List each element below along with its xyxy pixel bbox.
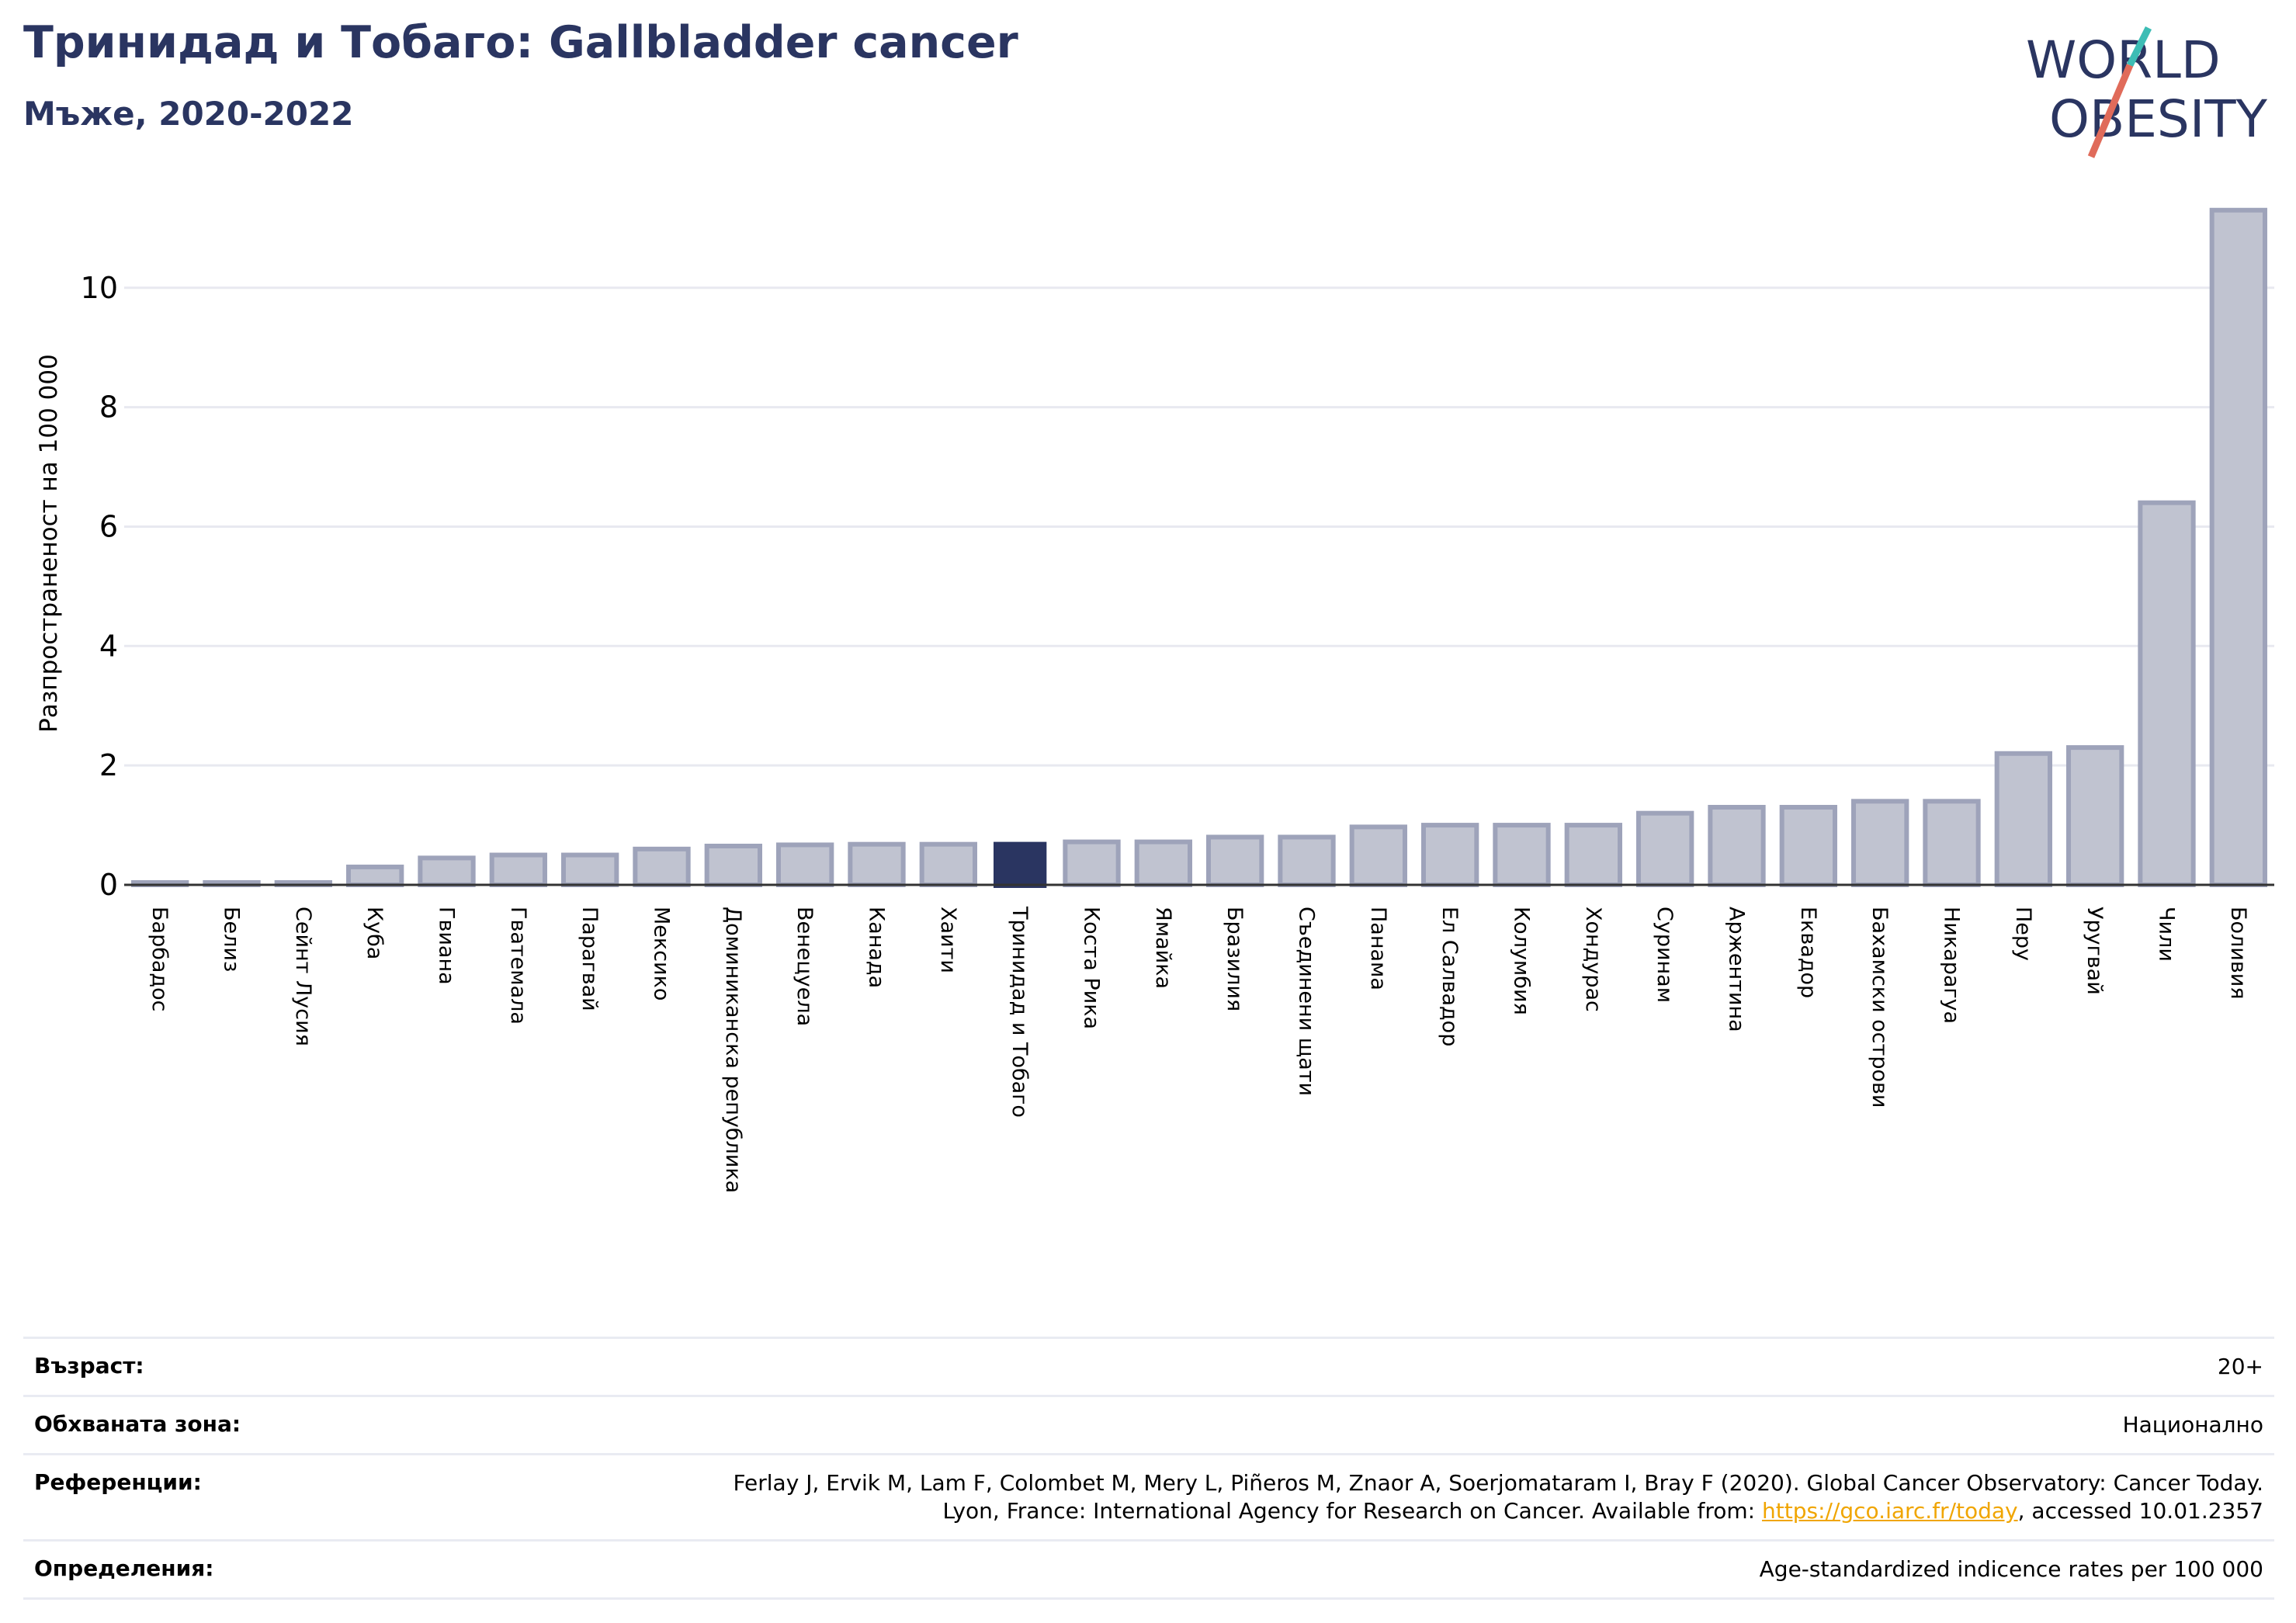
y-tick-label: 2 [99,748,118,782]
references-label: Референции: [34,1469,202,1495]
x-tick-label: Никарагуа [1940,907,1964,1024]
x-tick-label: Тринидад и Тобаго [1008,906,1032,1118]
bar [1278,834,1336,888]
x-tick-label: Аржентина [1725,907,1749,1032]
references-row: Референции: Ferlay J, Ervik M, Lam F, Co… [23,1453,2274,1539]
bar [1994,751,2052,887]
bar [1923,799,1981,888]
references-link[interactable]: https://gco.iarc.fr/today [1762,1498,2018,1524]
x-tick-label: Панама [1366,907,1390,990]
bar [561,852,619,887]
chart-title: Тринидад и Тобаго: Gallbladder cancer [23,17,1018,68]
bar [1421,823,1479,887]
bar [633,846,691,888]
x-tick-label: Гвиана [435,907,459,985]
coverage-row: Обхваната зона: Национално [23,1395,2274,1453]
x-tick-label: Уругвай [2083,907,2107,995]
y-axis-title: Разпространеност на 100 000 [35,354,63,733]
info-table: Възраст: 20+ Обхваната зона: Национално … [23,1337,2274,1600]
y-tick-label: 8 [99,390,118,425]
bar [489,852,547,887]
references-line1: Ferlay J, Ervik M, Lam F, Colombet M, Me… [733,1470,2263,1496]
bar-chart: 0 2 4 6 8 10 Разпространеност на 100 000 Барбад… [35,207,2274,1193]
bar [704,844,762,887]
logo-slash-bottom [2087,64,2134,158]
x-tick-label: Куба [362,907,387,959]
x-tick-label: Бахамски острови [1868,907,1892,1108]
x-tick-label: Ел Салвадор [1438,907,1462,1046]
bar [2209,207,2267,887]
x-tick-label: Венецуела [793,907,817,1026]
definitions-value: Age-standardized indicence rates per 100… [1759,1556,2263,1582]
bar [994,841,1047,888]
world-obesity-logo: WORLD OBESITY [2026,26,2268,158]
coverage-label: Обхваната зона: [34,1411,241,1437]
references-line2-prefix: Lyon, France: International Agency for R… [942,1498,1762,1524]
x-tick-label: Гватемала [506,907,530,1025]
x-tick-label: Колумбия [1510,907,1534,1015]
x-tick-label: Коста Рика [1080,907,1104,1029]
references-line2-suffix: , accessed 10.01.2357 [2017,1498,2263,1524]
x-tick-label: Суринам [1653,907,1677,1003]
logo-line2: OBESITY [2049,89,2268,149]
x-tick-label: Боливия [2226,907,2250,1000]
bar [1851,799,1909,888]
logo-slash-top [2126,26,2152,68]
y-tick-label: 0 [99,868,118,902]
y-tick-label: 6 [99,509,118,543]
x-tick-label: Перу [2011,907,2035,961]
x-tick-label: Барбадос [147,907,172,1011]
definitions-label: Определения: [34,1555,214,1581]
x-tick-label: Съединени щати [1295,907,1319,1096]
references-value: Ferlay J, Ervik M, Lam F, Colombet M, Me… [733,1469,2263,1525]
x-tick-label: Хаити [936,907,960,973]
bar [1636,810,1694,887]
x-tick-label: Белиз [220,907,244,972]
chart-subtitle: Мъже, 2020-2022 [23,95,354,133]
bar [1206,834,1264,888]
bar [1063,839,1121,887]
age-label: Възраст: [34,1353,144,1379]
bar [1493,823,1551,887]
x-tick-label: Бразилия [1223,907,1247,1011]
bar [1349,824,1407,888]
age-row: Възраст: 20+ [23,1337,2274,1395]
x-tick-label: Канада [865,907,889,988]
age-value: 20+ [2217,1354,2263,1379]
x-tick-label: Доминиканска република [721,907,745,1193]
definitions-row: Определения: Age-standardized indicence … [23,1539,2274,1600]
bar [418,855,476,888]
bar [919,841,977,887]
y-tick-label: 4 [99,629,118,663]
bar [2138,500,2196,887]
bar [1134,839,1192,887]
bar [346,864,404,888]
bar [1779,805,1837,887]
bar [1708,805,1766,887]
bar [776,842,834,888]
bar [848,841,906,887]
bar [1564,823,1622,887]
x-tick-label: Еквадор [1796,907,1820,998]
x-tick-label: Парагвай [577,907,602,1011]
x-tick-label: Ямайка [1151,907,1175,989]
x-tick-label: Чили [2155,907,2179,962]
x-tick-label: Сейнт Лусия [291,907,315,1046]
x-tick-label: Мексико [650,907,674,1001]
coverage-value: Национално [2122,1412,2263,1437]
y-tick-label: 10 [81,271,118,305]
x-tick-label: Хондурас [1581,907,1605,1012]
bar [2066,745,2124,887]
